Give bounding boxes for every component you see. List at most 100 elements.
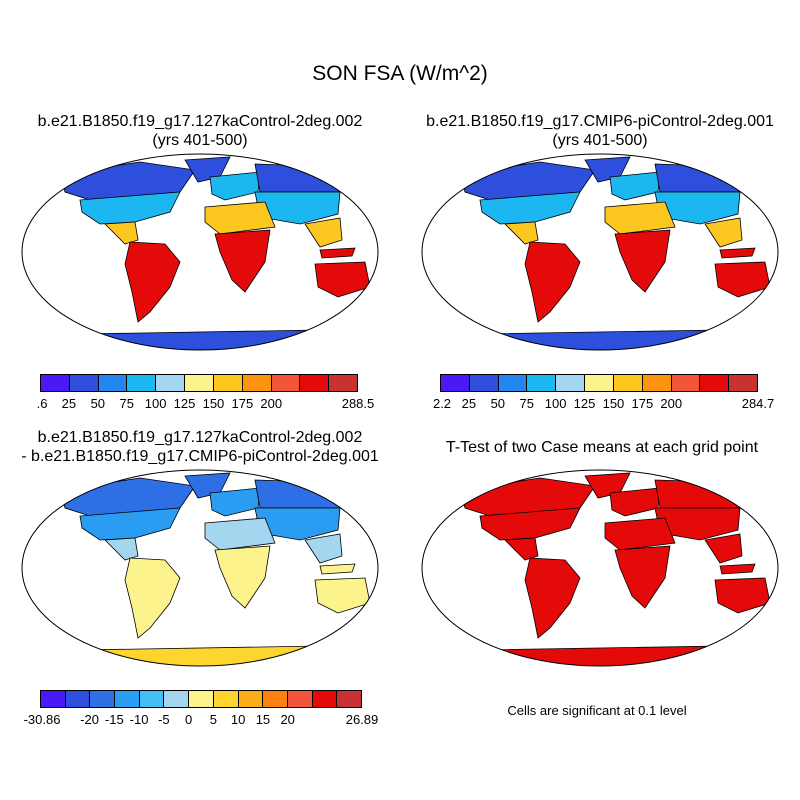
colorbar-segment [300, 375, 330, 391]
central-america-landmass [504, 221, 539, 245]
asia-north-landmass [654, 163, 766, 193]
colorbar-tick-label: -20 [80, 712, 99, 727]
south-america-landmass [524, 241, 581, 323]
colorbar-tick-label: 15 [255, 712, 271, 727]
panel-2-title: b.e21.B1850.f19_g17.CMIP6-piControl-2deg… [426, 112, 774, 150]
colorbar-tick-label: 25 [461, 396, 477, 411]
colorbar-tick-label: 150 [602, 396, 625, 411]
colorbar-tick-label: 175 [631, 396, 654, 411]
colorbar-segment [729, 375, 757, 391]
asia-north-landmass [654, 479, 766, 509]
sahara-arabia-landmass [604, 201, 676, 235]
colorbar-segment [337, 691, 361, 707]
map-panel-127ka [21, 153, 379, 351]
panel-2-title-line2: (yrs 401-500) [552, 132, 648, 149]
colorbar-segment [41, 691, 66, 707]
panel-4-title-line1: T-Test of two Case means at each grid po… [445, 439, 759, 456]
colorbar-segment [115, 691, 140, 707]
south-america-landmass [524, 557, 581, 639]
australia-landmass [314, 261, 371, 298]
se-asia-landmass [304, 533, 343, 564]
asia-north-landmass [254, 163, 366, 193]
indonesia-landmass [719, 247, 756, 259]
colorbar-segment [189, 691, 214, 707]
colorbar-segment [98, 375, 128, 391]
colorbar-segment [139, 691, 165, 707]
colorbar-segment [671, 375, 701, 391]
africa-south-landmass [614, 229, 671, 293]
colorbar-segment [90, 691, 116, 707]
se-asia-landmass [704, 217, 743, 248]
indonesia-landmass [319, 563, 356, 575]
colorbar-segment [238, 691, 264, 707]
colorbar-segment [127, 375, 157, 391]
europe-landmass [609, 171, 661, 201]
colorbar-segment [65, 691, 91, 707]
colorbar-tick-label: .6 [36, 396, 48, 411]
colorbar-segment [527, 375, 557, 391]
map-panel-piControl [421, 153, 779, 351]
map-panel-ttest [421, 469, 779, 667]
antarctica-landmass [69, 645, 331, 666]
colorbar-segment [613, 375, 643, 391]
colorbar-segment [329, 375, 357, 391]
colorbar-tick-label: 200 [260, 396, 283, 411]
south-america-landmass [124, 557, 181, 639]
colorbar-segment [156, 375, 186, 391]
colorbar-tick-label: -30.86 [23, 712, 61, 727]
europe-landmass [209, 487, 261, 517]
colorbar-tick-label: 2.2 [432, 396, 452, 411]
panel-3-title-line1: b.e21.B1850.f19_g17.127kaControl-2deg.00… [37, 429, 363, 446]
antarctica-landmass [469, 329, 731, 350]
colorbar-tick-label: 284.7 [741, 396, 775, 411]
colorbar-tick-label: 200 [660, 396, 683, 411]
central-america-landmass [104, 537, 139, 561]
colorbar-tick-label: 50 [490, 396, 506, 411]
colorbar-segment [441, 375, 470, 391]
colorbar-segment [469, 375, 499, 391]
colorbar-tick-label: 0 [184, 712, 193, 727]
colorbar-segment [164, 691, 190, 707]
colorbar-segment [556, 375, 586, 391]
panel-3-title: b.e21.B1850.f19_g17.127kaControl-2deg.00… [21, 428, 379, 466]
africa-south-landmass [214, 545, 271, 609]
colorbar-tick-label: 75 [519, 396, 534, 411]
africa-south-landmass [614, 545, 671, 609]
colorbar-tick-label: 26.89 [345, 712, 379, 727]
sahara-arabia-landmass [204, 201, 276, 235]
australia-landmass [714, 577, 771, 614]
colorbar-tick-label: 150 [202, 396, 225, 411]
asia-north-landmass [254, 479, 366, 509]
colorbar-tick-label: -15 [104, 712, 124, 727]
colorbar-tick-label: 75 [119, 396, 134, 411]
colorbar-tick-label: 10 [230, 712, 246, 727]
colorbar-segment [242, 375, 272, 391]
central-america-landmass [104, 221, 139, 245]
colorbar-tick-label: 25 [61, 396, 77, 411]
europe-landmass [609, 487, 661, 517]
colorbar-tick-label: 100 [144, 396, 167, 411]
antarctica-landmass [469, 645, 731, 666]
panel-3-title-line2: - b.e21.B1850.f19_g17.CMIP6-piControl-2d… [21, 448, 379, 465]
colorbar-segment [69, 375, 99, 391]
central-america-landmass [504, 537, 539, 561]
panel-1-title-line2: (yrs 401-500) [152, 132, 248, 149]
australia-landmass [314, 577, 371, 614]
indonesia-landmass [719, 563, 756, 575]
colorbar-tick-label: 5 [209, 712, 217, 727]
africa-south-landmass [214, 229, 271, 293]
colorbar-tick-label: 100 [544, 396, 567, 411]
colorbar-tick-label: 20 [280, 712, 295, 727]
colorbar-segment [642, 375, 672, 391]
colorbar-segment [271, 375, 301, 391]
colorbar-segment [700, 375, 730, 391]
colorbar-segment [312, 691, 338, 707]
colorbar-piControl [440, 374, 758, 392]
sahara-arabia-landmass [604, 517, 676, 551]
colorbar-segment [213, 375, 243, 391]
panel-1-title-line1: b.e21.B1850.f19_g17.127kaControl-2deg.00… [37, 113, 363, 130]
colorbar-segment [185, 375, 214, 391]
sahara-arabia-landmass [204, 517, 276, 551]
colorbar-tick-label: 125 [173, 396, 196, 411]
panel-1-title: b.e21.B1850.f19_g17.127kaControl-2deg.00… [38, 112, 363, 150]
